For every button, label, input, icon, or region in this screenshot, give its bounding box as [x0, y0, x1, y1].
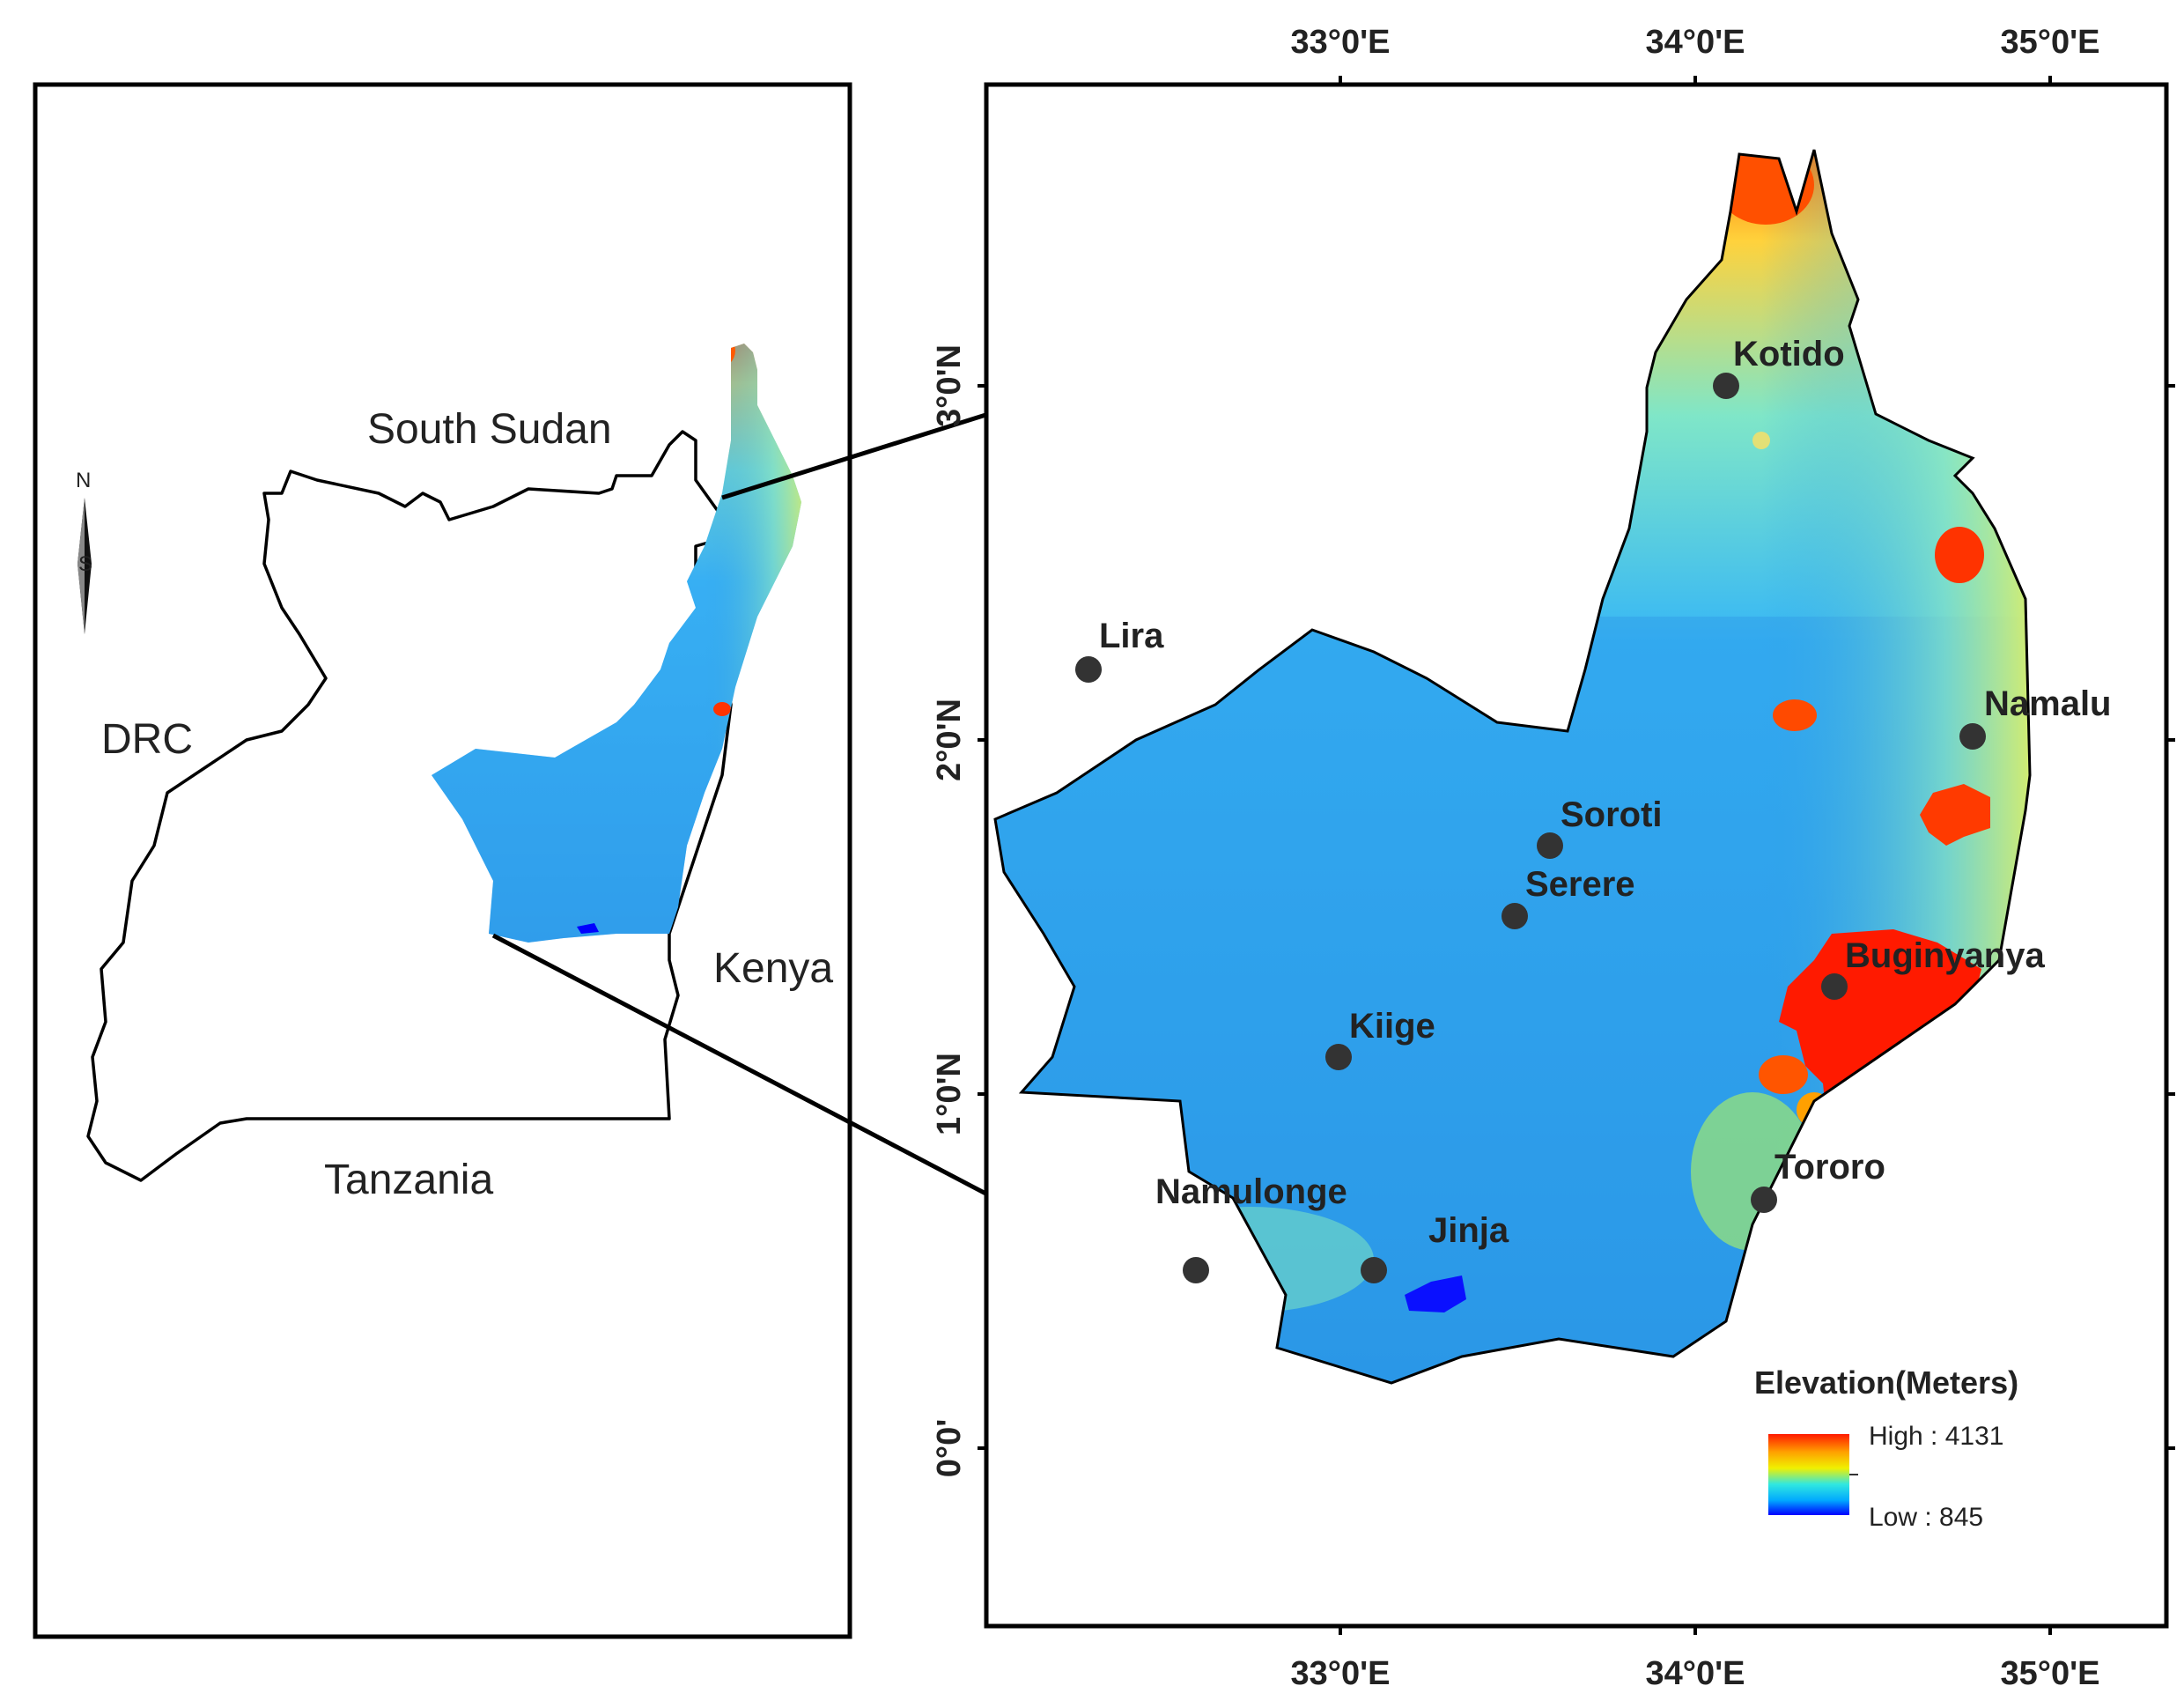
- station-dot: [1959, 723, 1986, 750]
- station-dot: [1751, 1187, 1777, 1213]
- main-map-outline: [993, 149, 2032, 1385]
- legend-low-label: Low : 845: [1869, 1503, 1983, 1532]
- station-label: Lira: [1099, 617, 1164, 655]
- left-axis-label-1n: 1°0'N: [931, 1053, 968, 1135]
- label-kenya: Kenya: [713, 945, 833, 992]
- label-south-sudan: South Sudan: [367, 406, 612, 453]
- legend-color-ramp: [1768, 1434, 1849, 1515]
- station-label: Kiige: [1349, 1007, 1435, 1046]
- north-arrow-s: S: [78, 552, 92, 576]
- left-axis-label-3n: 3°0'N: [931, 344, 968, 427]
- station-label: Buginyanya: [1845, 936, 2045, 975]
- station-buginyanya: Buginyanya: [1821, 936, 2045, 1000]
- station-dot: [1537, 832, 1563, 859]
- station-label: Soroti: [1561, 795, 1663, 834]
- top-axis-label-34e: 34°0'E: [1646, 24, 1745, 61]
- elevation-legend: Elevation(Meters) High : 4131 Low : 845: [1754, 1364, 2018, 1532]
- station-tororo: Tororo: [1751, 1148, 1885, 1213]
- station-dot: [1075, 656, 1102, 683]
- left-axis-label-0: 0°0': [931, 1419, 968, 1478]
- station-label: Tororo: [1774, 1148, 1885, 1187]
- station-serere: Serere: [1502, 865, 1635, 929]
- station-label: Namulonge: [1155, 1172, 1347, 1211]
- north-arrow: N S: [76, 469, 92, 634]
- bottom-axis-label-33e: 33°0'E: [1291, 1655, 1391, 1692]
- legend-high-label: High : 4131: [1869, 1422, 2003, 1451]
- station-dot: [1713, 373, 1739, 399]
- station-lira: Lira: [1075, 617, 1164, 683]
- north-arrow-n: N: [76, 469, 91, 492]
- station-soroti: Soroti: [1537, 795, 1663, 859]
- station-dot: [1502, 903, 1528, 929]
- bottom-axis-label-35e: 35°0'E: [2001, 1655, 2100, 1692]
- station-namalu: Namalu: [1959, 684, 2112, 750]
- lake-patch-inset: [577, 923, 599, 934]
- station-dot: [1361, 1257, 1387, 1283]
- station-dot: [1183, 1257, 1209, 1283]
- station-label: Jinja: [1428, 1211, 1509, 1250]
- station-dot: [1821, 973, 1848, 1000]
- left-axis-label-2n: 2°0'N: [931, 699, 968, 781]
- station-namulonge: Namulonge: [1155, 1172, 1347, 1283]
- lake-patch-main: [1405, 1275, 1466, 1312]
- label-tanzania: Tanzania: [324, 1157, 493, 1203]
- top-axis-label-35e: 35°0'E: [2001, 24, 2100, 61]
- station-label: Namalu: [1984, 684, 2112, 723]
- label-drc: DRC: [101, 716, 193, 763]
- station-label: Kotido: [1733, 335, 1845, 373]
- legend-title: Elevation(Meters): [1754, 1364, 2018, 1401]
- bottom-axis-label-34e: 34°0'E: [1646, 1655, 1745, 1692]
- station-dot: [1325, 1044, 1352, 1070]
- station-label: Serere: [1525, 865, 1635, 904]
- station-kiige: Kiige: [1325, 1007, 1435, 1070]
- top-axis-label-33e: 33°0'E: [1291, 24, 1391, 61]
- station-kotido: Kotido: [1713, 335, 1845, 399]
- station-jinja: Jinja: [1361, 1211, 1509, 1283]
- grid-ticks: [978, 76, 2175, 1635]
